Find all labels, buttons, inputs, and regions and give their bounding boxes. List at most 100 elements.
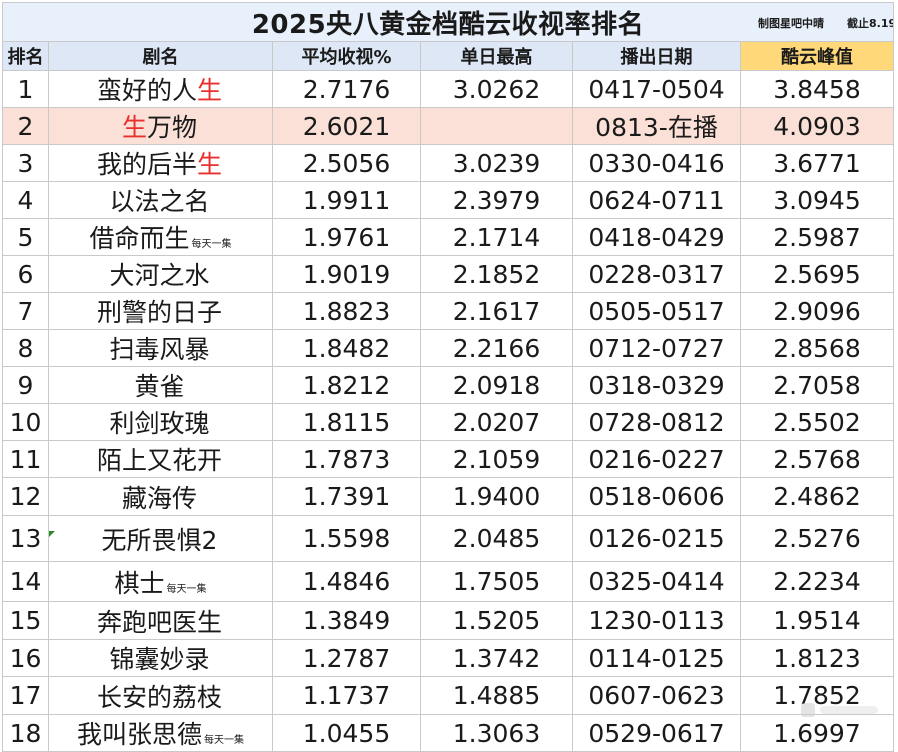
rank-cell[interactable]: 14 (2, 561, 49, 602)
drama-name-cell[interactable]: 扫毒风暴 (48, 329, 273, 367)
air-dates-cell[interactable]: 0505-0517 (572, 292, 741, 330)
avg-rating-cell[interactable]: 1.8212 (272, 366, 421, 404)
peak-day-cell[interactable] (420, 107, 573, 145)
air-dates-cell[interactable]: 1230-0113 (572, 601, 741, 640)
air-dates-cell[interactable]: 0216-0227 (572, 440, 741, 478)
rank-cell[interactable]: 18 (2, 714, 49, 752)
peak-day-cell[interactable]: 2.2166 (420, 329, 573, 367)
air-dates-cell[interactable]: 0607-0623 (572, 676, 741, 715)
kuyun-peak-cell[interactable]: 2.4862 (740, 477, 894, 516)
kuyun-peak-cell[interactable]: 3.6771 (740, 144, 894, 182)
drama-name-cell[interactable]: 藏海传 (48, 477, 273, 516)
header-avg[interactable]: 平均收视% (272, 41, 421, 71)
rank-cell[interactable]: 13 (2, 515, 49, 562)
air-dates-cell[interactable]: 0418-0429 (572, 218, 741, 256)
rank-cell[interactable]: 16 (2, 639, 49, 677)
air-dates-cell[interactable]: 0126-0215 (572, 515, 741, 562)
avg-rating-cell[interactable]: 2.6021 (272, 107, 421, 145)
kuyun-peak-cell[interactable]: 1.6997 (740, 714, 894, 752)
rank-cell[interactable]: 17 (2, 676, 49, 715)
drama-name-cell[interactable]: 借命而生 每天一集 (48, 218, 273, 256)
peak-day-cell[interactable]: 1.3742 (420, 639, 573, 677)
avg-rating-cell[interactable]: 1.2787 (272, 639, 421, 677)
rank-cell[interactable]: 1 (2, 70, 49, 108)
avg-rating-cell[interactable]: 1.0455 (272, 714, 421, 752)
air-dates-cell[interactable]: 0529-0617 (572, 714, 741, 752)
rank-cell[interactable]: 8 (2, 329, 49, 367)
header-dates[interactable]: 播出日期 (572, 41, 741, 71)
drama-name-cell[interactable]: 蛮好的人生 (48, 70, 273, 108)
air-dates-cell[interactable]: 0228-0317 (572, 255, 741, 293)
avg-rating-cell[interactable]: 2.5056 (272, 144, 421, 182)
peak-day-cell[interactable]: 2.1714 (420, 218, 573, 256)
air-dates-cell[interactable]: 0813-在播 (572, 107, 741, 145)
avg-rating-cell[interactable]: 2.7176 (272, 70, 421, 108)
air-dates-cell[interactable]: 0114-0125 (572, 639, 741, 677)
header-name[interactable]: 剧名 (48, 41, 273, 71)
kuyun-peak-cell[interactable]: 3.8458 (740, 70, 894, 108)
kuyun-peak-cell[interactable]: 2.5276 (740, 515, 894, 562)
avg-rating-cell[interactable]: 1.1737 (272, 676, 421, 715)
kuyun-peak-cell[interactable]: 4.0903 (740, 107, 894, 145)
air-dates-cell[interactable]: 0624-0711 (572, 181, 741, 219)
peak-day-cell[interactable]: 1.9400 (420, 477, 573, 516)
peak-day-cell[interactable]: 2.1059 (420, 440, 573, 478)
peak-day-cell[interactable]: 1.5205 (420, 601, 573, 640)
drama-name-cell[interactable]: 刑警的日子 (48, 292, 273, 330)
kuyun-peak-cell[interactable]: 2.2234 (740, 561, 894, 602)
peak-day-cell[interactable]: 1.3063 (420, 714, 573, 752)
rank-cell[interactable]: 2 (2, 107, 49, 145)
peak-day-cell[interactable]: 2.0918 (420, 366, 573, 404)
peak-day-cell[interactable]: 3.0239 (420, 144, 573, 182)
peak-day-cell[interactable]: 2.3979 (420, 181, 573, 219)
peak-day-cell[interactable]: 2.0485 (420, 515, 573, 562)
drama-name-cell[interactable]: 生万物 (48, 107, 273, 145)
rank-cell[interactable]: 15 (2, 601, 49, 640)
air-dates-cell[interactable]: 0518-0606 (572, 477, 741, 516)
avg-rating-cell[interactable]: 1.8115 (272, 403, 421, 441)
drama-name-cell[interactable]: 大河之水 (48, 255, 273, 293)
drama-name-cell[interactable]: 无所畏惧2 (48, 515, 273, 562)
peak-day-cell[interactable]: 1.4885 (420, 676, 573, 715)
rank-cell[interactable]: 6 (2, 255, 49, 293)
drama-name-cell[interactable]: 锦囊妙录 (48, 639, 273, 677)
drama-name-cell[interactable]: 长安的荔枝 (48, 676, 273, 715)
rank-cell[interactable]: 10 (2, 403, 49, 441)
air-dates-cell[interactable]: 0318-0329 (572, 366, 741, 404)
kuyun-peak-cell[interactable]: 2.9096 (740, 292, 894, 330)
kuyun-peak-cell[interactable]: 1.9514 (740, 601, 894, 640)
kuyun-peak-cell[interactable]: 2.5768 (740, 440, 894, 478)
kuyun-peak-cell[interactable]: 3.0945 (740, 181, 894, 219)
peak-day-cell[interactable]: 2.1852 (420, 255, 573, 293)
peak-day-cell[interactable]: 2.0207 (420, 403, 573, 441)
rank-cell[interactable]: 9 (2, 366, 49, 404)
peak-day-cell[interactable]: 1.7505 (420, 561, 573, 602)
drama-name-cell[interactable]: 以法之名 (48, 181, 273, 219)
kuyun-peak-cell[interactable]: 2.5987 (740, 218, 894, 256)
header-peak-day[interactable]: 单日最高 (420, 41, 573, 71)
kuyun-peak-cell[interactable]: 2.5502 (740, 403, 894, 441)
title-cell[interactable]: 2025央八黄金档酷云收视率排名 制图星吧中晴 截止8.19 (2, 2, 894, 42)
kuyun-peak-cell[interactable]: 2.7058 (740, 366, 894, 404)
avg-rating-cell[interactable]: 1.7391 (272, 477, 421, 516)
avg-rating-cell[interactable]: 1.8482 (272, 329, 421, 367)
drama-name-cell[interactable]: 我的后半生 (48, 144, 273, 182)
air-dates-cell[interactable]: 0417-0504 (572, 70, 741, 108)
rank-cell[interactable]: 12 (2, 477, 49, 516)
rank-cell[interactable]: 4 (2, 181, 49, 219)
drama-name-cell[interactable]: 黄雀 (48, 366, 273, 404)
drama-name-cell[interactable]: 陌上又花开 (48, 440, 273, 478)
rank-cell[interactable]: 7 (2, 292, 49, 330)
header-kuyun-peak[interactable]: 酷云峰值 (740, 41, 894, 71)
rank-cell[interactable]: 5 (2, 218, 49, 256)
rank-cell[interactable]: 11 (2, 440, 49, 478)
drama-name-cell[interactable]: 我叫张思德 每天一集 (48, 714, 273, 752)
air-dates-cell[interactable]: 0325-0414 (572, 561, 741, 602)
drama-name-cell[interactable]: 利剑玫瑰 (48, 403, 273, 441)
avg-rating-cell[interactable]: 1.9019 (272, 255, 421, 293)
air-dates-cell[interactable]: 0712-0727 (572, 329, 741, 367)
air-dates-cell[interactable]: 0330-0416 (572, 144, 741, 182)
rank-cell[interactable]: 3 (2, 144, 49, 182)
header-rank[interactable]: 排名 (2, 41, 49, 71)
avg-rating-cell[interactable]: 1.8823 (272, 292, 421, 330)
